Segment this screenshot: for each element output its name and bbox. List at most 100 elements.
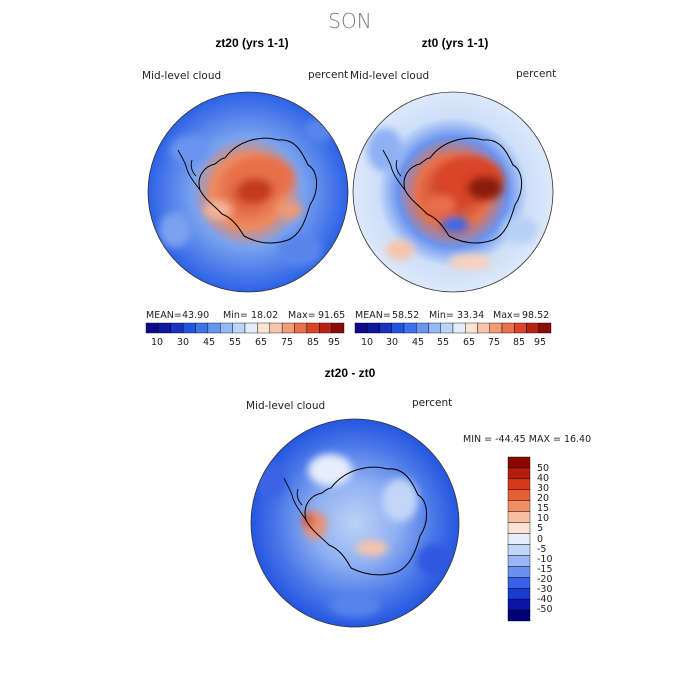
polar-map-zt0 — [353, 92, 553, 292]
colorbar-tick: 50 — [537, 463, 549, 474]
colorbar-tick: 30 — [177, 337, 189, 348]
coastline — [198, 137, 317, 244]
stat-min-label: Min= — [429, 310, 454, 321]
colorbar-swatch — [507, 609, 531, 622]
colorbar-swatch — [440, 322, 454, 334]
stat-min: 33.34 — [457, 310, 484, 321]
peninsula — [283, 477, 307, 521]
minmax-label: MIN = -44.45 MAX = 16.40 — [463, 434, 591, 445]
stat-max: 91.65 — [318, 310, 345, 321]
units-label: percent — [308, 69, 348, 81]
colorbar-tick: 40 — [537, 473, 549, 484]
colorbar-swatch — [507, 598, 531, 611]
colorbar-zt20 — [145, 322, 345, 334]
colorbar-swatch — [507, 478, 531, 491]
colorbar-tick: 85 — [307, 337, 319, 348]
colorbar-swatch — [507, 456, 531, 469]
colorbar-swatch — [294, 322, 308, 334]
colorbar-swatch — [477, 322, 490, 334]
colorbar-swatch — [195, 322, 209, 334]
colorbar-diff — [507, 456, 531, 622]
colorbar-swatch — [207, 322, 221, 334]
colorbar-swatch — [232, 322, 246, 334]
map-border — [352, 91, 554, 293]
map-title: zt20 (yrs 1-1) — [215, 36, 288, 50]
colorbar-swatch — [507, 522, 531, 534]
colorbar-swatch — [452, 322, 466, 334]
colorbar-tick: 15 — [537, 503, 549, 514]
colorbar-tick: 10 — [537, 513, 549, 524]
season-title: SON — [328, 9, 371, 33]
stat-mean-label: MEAN= — [146, 310, 182, 321]
colorbar-tick: 10 — [361, 337, 373, 348]
colorbar-tick: 85 — [513, 337, 525, 348]
colorbar-swatch — [416, 322, 429, 334]
stat-min-label: Min= — [223, 310, 248, 321]
colorbar-tick: 65 — [463, 337, 475, 348]
map-title: zt20 - zt0 — [325, 366, 376, 380]
colorbar-swatch — [367, 322, 380, 334]
map-panel-diff: zt20 - zt0 Mid-level cloud percent MIN =… — [246, 366, 591, 628]
colorbar-tick: 65 — [255, 337, 267, 348]
colorbar-tick: 30 — [386, 337, 398, 348]
colorbar-swatch — [145, 322, 159, 334]
colorbar-swatch — [379, 322, 392, 334]
colorbar-tick: 75 — [281, 337, 293, 348]
colorbar-swatch — [220, 322, 233, 334]
colorbar-swatch — [465, 322, 478, 334]
colorbar-swatch — [391, 322, 405, 334]
colorbar-tick: 45 — [412, 337, 424, 348]
colorbar-swatch — [306, 322, 320, 334]
colorbar-swatch — [182, 322, 196, 334]
units-label: percent — [412, 397, 452, 409]
stat-mean-label: MEAN= — [355, 310, 391, 321]
colorbar-swatch — [507, 533, 531, 545]
colorbar-swatch — [507, 588, 531, 600]
colorbar-ticks-zt20: 10 30 45 55 65 75 85 95 — [151, 337, 340, 348]
units-label: percent — [516, 68, 556, 80]
colorbar-tick: -10 — [537, 554, 553, 565]
colorbar-ticks-diff: 50 40 30 20 15 10 5 0 -5 -10 -15 -20 -30… — [537, 463, 553, 615]
colorbar-swatch — [538, 322, 552, 334]
stat-mean: 58.52 — [392, 310, 419, 321]
colorbar-swatch — [319, 322, 332, 334]
colorbar-swatch — [158, 322, 171, 334]
colorbar-swatch — [501, 322, 515, 334]
variable-label: Mid-level cloud — [246, 400, 325, 412]
colorbar-tick: -40 — [537, 594, 553, 605]
coastline — [403, 137, 522, 244]
colorbar-swatch — [526, 322, 539, 334]
map-border — [147, 91, 349, 293]
colorbar-swatch — [354, 322, 368, 334]
colorbar-swatch — [507, 555, 531, 567]
polar-map-diff — [251, 419, 459, 627]
coastline — [304, 466, 427, 576]
colorbar-swatch — [269, 322, 283, 334]
colorbar-tick: 75 — [488, 337, 500, 348]
colorbar-swatch — [244, 322, 258, 334]
colorbar-swatch — [507, 511, 531, 523]
colorbar-swatch — [403, 322, 417, 334]
colorbar-tick: -20 — [537, 574, 553, 585]
colorbar-tick: 45 — [203, 337, 215, 348]
colorbar-swatch — [514, 322, 527, 334]
colorbar-tick: 20 — [537, 493, 549, 504]
colorbar-swatch — [507, 544, 531, 556]
map-panel-zt20: zt20 (yrs 1-1) Mid-level cloud percent M… — [142, 36, 349, 348]
colorbar-swatch — [257, 322, 270, 334]
colorbar-tick: 10 — [151, 337, 163, 348]
colorbar-tick: 55 — [437, 337, 449, 348]
colorbar-swatch — [489, 322, 503, 334]
stat-max: 98.52 — [522, 310, 549, 321]
colorbar-swatch — [170, 322, 184, 334]
colorbar-swatch — [507, 467, 531, 480]
colorbar-tick: -5 — [537, 544, 546, 555]
colorbar-tick: -15 — [537, 564, 553, 575]
colorbar-tick: 95 — [534, 337, 546, 348]
map-title: zt0 (yrs 1-1) — [422, 36, 489, 50]
colorbar-swatch — [507, 489, 531, 501]
stat-max-label: Max= — [493, 310, 521, 321]
stat-max-label: Max= — [288, 310, 316, 321]
map-panel-zt0: zt0 (yrs 1-1) Mid-level cloud percent ME… — [350, 36, 556, 348]
